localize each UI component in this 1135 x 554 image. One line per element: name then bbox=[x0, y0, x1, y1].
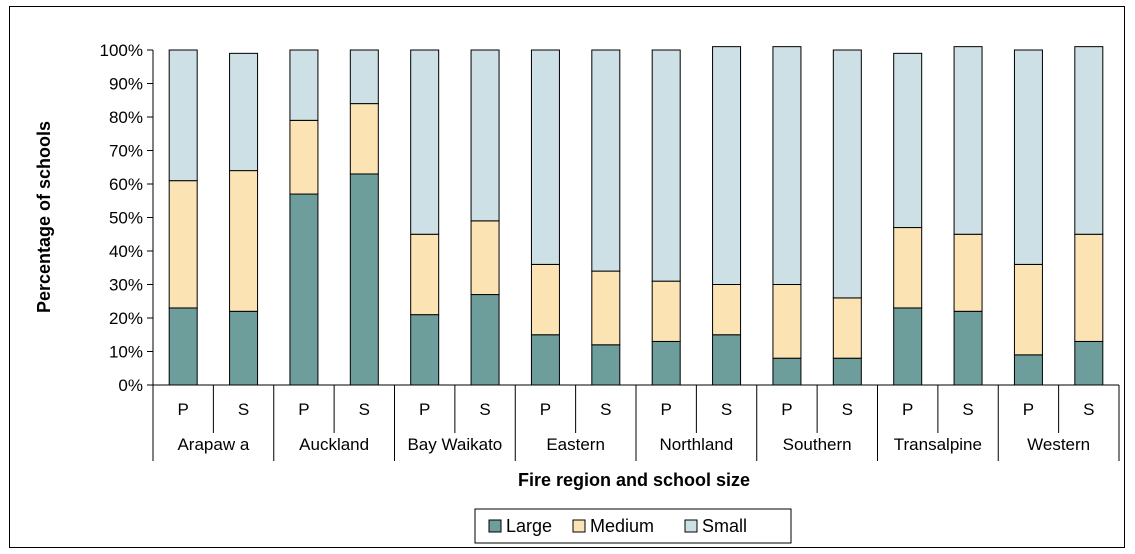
y-tick-label: 50% bbox=[109, 209, 143, 228]
bar-segment-small bbox=[832, 49, 862, 299]
bar-segment-large bbox=[1013, 354, 1043, 386]
x-group-label: Eastern bbox=[546, 435, 605, 454]
x-category-label: S bbox=[842, 400, 853, 419]
x-axis-title: Fire region and school size bbox=[518, 470, 750, 490]
x-group-labels: Arapaw a Auckland Bay Waikato Eastern Northl… bbox=[177, 435, 1090, 454]
x-category-label: P bbox=[178, 400, 189, 419]
bar-segment-large bbox=[772, 357, 802, 386]
legend-swatch-medium bbox=[572, 519, 586, 533]
bar-segment-small bbox=[410, 49, 440, 235]
x-group-label: Arapaw a bbox=[177, 435, 249, 454]
bar-segment-large bbox=[530, 334, 560, 386]
y-tick-label: 70% bbox=[109, 142, 143, 161]
bar-segment-large bbox=[953, 310, 983, 386]
bar-segment-small bbox=[651, 49, 681, 282]
bar-segment-small bbox=[530, 49, 560, 265]
y-tick-label: 60% bbox=[109, 175, 143, 194]
bar-segment-medium bbox=[953, 233, 983, 312]
legend: Large Medium Small bbox=[474, 508, 792, 544]
x-group-label: Transalpine bbox=[894, 435, 982, 454]
bar-segment-large bbox=[651, 340, 681, 386]
bar-segment-large bbox=[712, 334, 742, 386]
bar-segment-large bbox=[349, 173, 379, 386]
bar-segment-medium bbox=[591, 270, 621, 346]
bar-segment-small bbox=[229, 52, 259, 172]
bar-segment-small bbox=[591, 49, 621, 272]
y-tick-label: 0% bbox=[118, 376, 143, 395]
bar-segment-large bbox=[229, 310, 259, 386]
bar-segment-small bbox=[712, 46, 742, 286]
bar-segment-small bbox=[772, 46, 802, 286]
bar-segment-large bbox=[832, 357, 862, 386]
x-category-label: P bbox=[298, 400, 309, 419]
bar-segment-medium bbox=[289, 119, 319, 195]
legend-box bbox=[474, 508, 792, 544]
x-category-label: S bbox=[600, 400, 611, 419]
x-category-label: P bbox=[781, 400, 792, 419]
bars bbox=[168, 46, 1104, 386]
bar-segment-medium bbox=[1074, 233, 1104, 342]
legend-label-medium: Medium bbox=[590, 516, 654, 536]
x-group-label: Western bbox=[1027, 435, 1090, 454]
x-group-label: Bay Waikato bbox=[407, 435, 502, 454]
y-axis-title: Percentage of schools bbox=[34, 121, 54, 313]
bar-segment-medium bbox=[168, 180, 198, 309]
bar-segment-small bbox=[1074, 46, 1104, 235]
bar-segment-large bbox=[893, 307, 923, 386]
x-category-label: P bbox=[1023, 400, 1034, 419]
bar-segment-small bbox=[953, 46, 983, 235]
bar-segment-small bbox=[168, 49, 198, 182]
legend-swatch-large bbox=[488, 519, 502, 533]
bar-segment-large bbox=[591, 344, 621, 386]
x-category-label: S bbox=[721, 400, 732, 419]
x-group-label: Northland bbox=[660, 435, 734, 454]
x-category-label: S bbox=[962, 400, 973, 419]
bar-segment-medium bbox=[832, 297, 862, 359]
bar-segment-large bbox=[470, 294, 500, 386]
bar-segment-medium bbox=[410, 233, 440, 316]
y-tick-label: 10% bbox=[109, 343, 143, 362]
bar-segment-medium bbox=[530, 263, 560, 336]
bar-segment-small bbox=[1013, 49, 1043, 265]
bar-segment-medium bbox=[1013, 263, 1043, 356]
bar-segment-medium bbox=[470, 220, 500, 296]
bar-segment-small bbox=[470, 49, 500, 222]
bar-segment-small bbox=[349, 49, 379, 105]
legend-label-small: Small bbox=[702, 516, 747, 536]
bar-segment-medium bbox=[712, 284, 742, 336]
x-category-label: S bbox=[238, 400, 249, 419]
y-tick-label: 100% bbox=[100, 41, 143, 60]
x-category-label: S bbox=[1083, 400, 1094, 419]
legend-label-large: Large bbox=[506, 516, 552, 536]
bar-segment-medium bbox=[772, 284, 802, 359]
x-category-label: S bbox=[479, 400, 490, 419]
bar-segment-medium bbox=[893, 227, 923, 309]
bar-segment-small bbox=[893, 52, 923, 229]
x-group-label: Auckland bbox=[299, 435, 369, 454]
y-tick-label: 40% bbox=[109, 242, 143, 261]
bar-segment-large bbox=[1074, 340, 1104, 386]
x-category-label: P bbox=[540, 400, 551, 419]
bar-segment-large bbox=[410, 314, 440, 386]
y-tick-label: 90% bbox=[109, 75, 143, 94]
bar-segment-medium bbox=[651, 280, 681, 342]
bar-segment-large bbox=[289, 193, 319, 386]
legend-swatch-small bbox=[684, 519, 698, 533]
y-tick-label: 30% bbox=[109, 276, 143, 295]
y-tick-label: 20% bbox=[109, 309, 143, 328]
y-tick-label: 80% bbox=[109, 108, 143, 127]
x-category-label: P bbox=[661, 400, 672, 419]
bar-segment-large bbox=[168, 307, 198, 386]
x-group-label: Southern bbox=[783, 435, 852, 454]
y-tick-labels: 0% 10% 20% 30% 40% 50% 60% 70% 80% 90% 100% bbox=[100, 41, 143, 395]
bar-segment-small bbox=[289, 49, 319, 121]
x-category-label: P bbox=[419, 400, 430, 419]
x-category-label: S bbox=[359, 400, 370, 419]
x-category-label: P bbox=[902, 400, 913, 419]
bar-segment-medium bbox=[349, 103, 379, 175]
bar-segment-medium bbox=[229, 170, 259, 312]
